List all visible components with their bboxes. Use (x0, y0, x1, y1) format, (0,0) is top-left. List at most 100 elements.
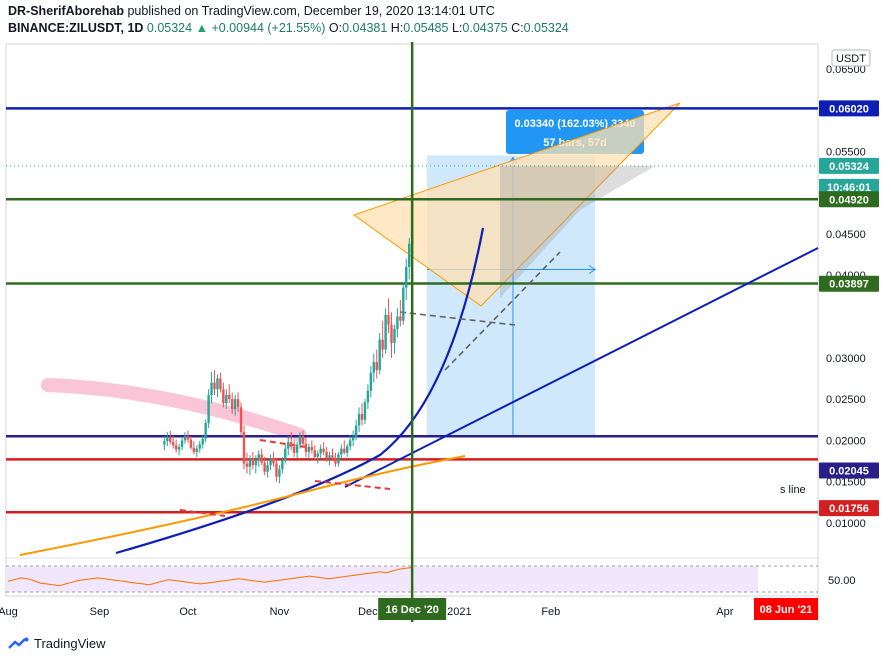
candle-body (319, 448, 322, 454)
open-label: O: (328, 21, 343, 35)
red-dashed-line (259, 439, 306, 448)
candle-body (304, 443, 308, 452)
price-tag (819, 100, 879, 117)
candle-body (183, 436, 187, 441)
author-name[interactable]: DR-SherifAborehab (8, 4, 124, 18)
candle-body (192, 447, 196, 452)
y-tick-label: 0.04500 (826, 229, 866, 241)
cursor-date-tag (378, 598, 447, 620)
candle-body (325, 451, 328, 459)
red-dashed-line (179, 509, 226, 517)
cursor-date-label: 16 Dec '20 (385, 604, 438, 616)
price-tag-label: 0.03897 (829, 279, 869, 291)
candle-body (307, 446, 311, 452)
candle-body (248, 458, 252, 467)
candle-body (301, 436, 305, 444)
y-tick-label: 0.02500 (826, 394, 866, 406)
oscillator-line (7, 567, 413, 587)
candle-body (372, 361, 375, 373)
candle-body (322, 448, 325, 452)
candle-body (354, 425, 358, 438)
candle-body (275, 463, 278, 477)
candle-body (186, 436, 190, 440)
candle-body (378, 339, 381, 371)
candle-body (257, 454, 260, 461)
candle-body (360, 413, 364, 420)
price-tag-label: 0.06020 (829, 103, 869, 115)
candle-body (337, 454, 340, 464)
candle-body (408, 243, 411, 267)
chart-header-line2: BINANCE:ZILUSDT, 1D 0.05324 ▲ +0.00944 (… (8, 21, 569, 35)
x-tick-label: Apr (716, 606, 733, 618)
candle-body (405, 266, 408, 288)
candle-body (281, 460, 284, 470)
parabolic-curve (115, 227, 485, 555)
candle-body (169, 437, 172, 443)
chart-header-line1: DR-SherifAborehab published on TradingVi… (8, 4, 495, 18)
candle-body (174, 445, 178, 450)
x-tick-label: Aug (0, 606, 18, 618)
candle-body (263, 462, 266, 472)
candle-body (239, 407, 243, 433)
y-tick-label: 0.03000 (826, 353, 866, 365)
candle-body (375, 361, 378, 371)
open-value: 0.04381 (342, 21, 388, 35)
low-label: L: (451, 21, 463, 35)
blue-trend-line (344, 247, 819, 488)
candle-body (390, 324, 393, 343)
candle-body (310, 446, 314, 451)
y-tick-label: 0.01000 (826, 518, 866, 530)
candle-body (201, 438, 204, 445)
candle-body (287, 442, 290, 449)
price-change: +0.00944 (+21.55%) (211, 21, 326, 35)
high-label: H: (390, 21, 404, 35)
x-tick-label: Oct (179, 606, 196, 618)
candle-body (369, 372, 373, 391)
currency-label: USDT (836, 53, 866, 65)
candle-body (236, 399, 240, 408)
candle-body (278, 469, 281, 477)
gray-dashed-line (444, 251, 561, 371)
candle-body (233, 399, 237, 410)
footer: TradingView (8, 636, 106, 651)
candle-body (195, 448, 198, 452)
candle-body (225, 394, 228, 404)
measure-label-text: 0.03340 (162.03%) 3340 (514, 118, 635, 130)
candle-body (402, 287, 405, 321)
candle-body (251, 458, 255, 466)
x-tick-label: Nov (270, 606, 290, 618)
candle-body (393, 328, 396, 343)
y-tick-label: 0.01500 (826, 477, 866, 489)
candle-body (210, 382, 213, 395)
candle-body (298, 436, 302, 445)
oscillator-axis-label: 50.00 (828, 575, 856, 587)
candle-body (351, 437, 355, 441)
candle-body (357, 413, 361, 426)
price-tag-label: 0.02045 (829, 466, 869, 478)
candle-body (163, 441, 166, 445)
up-triangle-icon: ▲ (195, 21, 208, 35)
x-tick-label: Dec (358, 606, 378, 618)
triangle-drawing (352, 102, 681, 307)
candle-body (313, 450, 316, 457)
candle-body (180, 440, 184, 447)
price-tag (819, 191, 879, 208)
candle-body (346, 446, 349, 453)
price-tag-label: 10:46:01 (827, 182, 871, 194)
candle-body (331, 455, 334, 458)
y-tick-label: 0.05500 (826, 146, 866, 158)
right-date-label: 08 Jun '21 (760, 604, 813, 616)
moving-average-line (19, 455, 466, 556)
candle-body (222, 389, 225, 404)
candle-body (399, 316, 402, 321)
candle-body (245, 463, 249, 467)
pink-highlight-band (41, 378, 307, 442)
price-tag-label: 0.05324 (829, 161, 870, 173)
candle-body (366, 390, 370, 403)
candle-body (340, 448, 343, 455)
price-tag (819, 157, 879, 174)
price-tag-label: 0.01756 (829, 503, 869, 515)
footer-brand[interactable]: TradingView (34, 636, 106, 651)
candle-body (207, 394, 210, 424)
